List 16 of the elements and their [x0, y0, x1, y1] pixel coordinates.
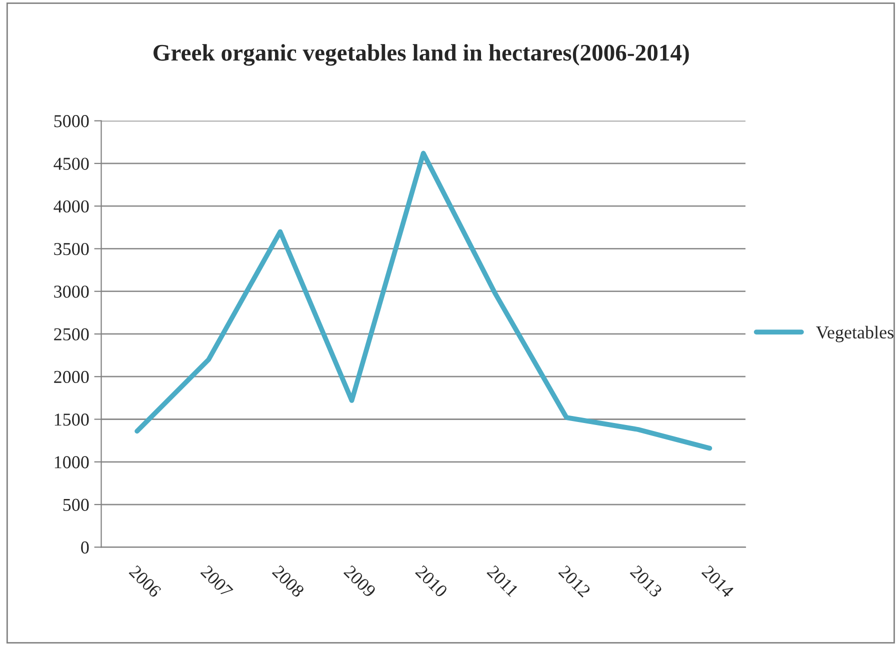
y-tick-label: 500 — [63, 498, 89, 511]
y-tick-label: 5000 — [54, 115, 89, 128]
y-tick-label: 0 — [81, 541, 89, 554]
y-tick-label: 4500 — [54, 158, 89, 170]
y-tick-label: 1000 — [54, 456, 89, 468]
y-tick-label: 2500 — [54, 328, 89, 340]
chart-title: Greek organic vegetables land in hectares(2006-2014) — [154, 44, 689, 66]
y-tick-label: 4000 — [54, 200, 89, 213]
y-tick-label: 3000 — [54, 286, 89, 298]
y-tick-label: 2000 — [54, 370, 89, 384]
line-series — [134, 150, 712, 451]
y-tick-label: 1500 — [54, 414, 89, 426]
legend-label: Vegetables — [816, 326, 894, 342]
y-tick-label: 3500 — [54, 242, 89, 256]
x-tick-label: 2007 — [200, 564, 234, 598]
x-tick-label: 2009 — [343, 564, 376, 598]
